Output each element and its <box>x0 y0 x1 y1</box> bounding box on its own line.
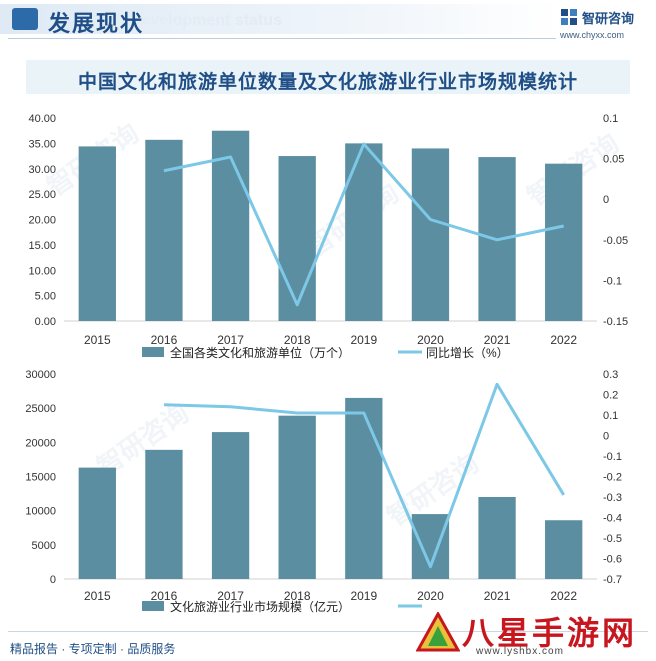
legend-line-label: 同比增长（%） <box>426 346 509 360</box>
bar-2022 <box>545 163 583 321</box>
brand-name: 智研咨询 <box>582 11 635 26</box>
bar-2022 <box>545 520 583 579</box>
y-tick-label-left: 5.00 <box>35 291 56 303</box>
y-tick-label-right: 0 <box>603 431 609 443</box>
y-tick-label-left: 10000 <box>25 506 56 518</box>
y-tick-label-left: 40.00 <box>28 113 56 125</box>
y-tick-label-left: 20000 <box>25 437 56 449</box>
y-tick-label-right: 0 <box>603 194 609 206</box>
site-url: www.lyshbx.com <box>476 646 564 657</box>
y-tick-label-right: -0.5 <box>603 533 622 545</box>
brand-logo-icon <box>561 9 577 25</box>
y-tick-label-left: 5000 <box>32 540 56 552</box>
x-tick-label: 2022 <box>550 333 577 347</box>
y-tick-label-left: 15000 <box>25 472 56 484</box>
y-tick-label-left: 20.00 <box>28 215 56 227</box>
y-tick-label-right: -0.2 <box>603 472 622 484</box>
x-tick-label: 2016 <box>151 589 178 603</box>
y-tick-label-right: -0.1 <box>603 275 622 287</box>
y-tick-label-left: 15.00 <box>28 240 56 252</box>
y-tick-label-left: 25000 <box>25 403 56 415</box>
y-tick-label-right: 0.1 <box>603 113 618 125</box>
bar-2021 <box>478 497 516 579</box>
header-banner: Development status 发展现状 智研咨询 www.chyxx.c… <box>0 0 656 42</box>
bar-2017 <box>211 130 250 321</box>
y-tick-label-right: 0.3 <box>603 369 618 381</box>
legend-bar-label: 全国各类文化和旅游单位（万个） <box>170 345 350 360</box>
site-logo: 八星手游网 www.lyshbx.com <box>414 604 650 660</box>
section-subtitle: Development status <box>130 12 283 29</box>
bar-2017 <box>211 432 250 579</box>
section-title: 发展现状 <box>48 11 145 36</box>
brand-url: www.chyxx.com <box>560 30 625 40</box>
x-tick-label: 2017 <box>217 589 244 603</box>
y-tick-label-right: -0.15 <box>603 316 628 328</box>
y-tick-label-right: -0.4 <box>603 513 622 525</box>
legend-bar-label: 文化旅游业行业市场规模（亿元） <box>170 599 350 614</box>
bar-2016 <box>145 449 183 579</box>
y-tick-label-right: -0.3 <box>603 492 622 504</box>
x-tick-label: 2021 <box>484 333 511 347</box>
y-tick-label-left: 30.00 <box>28 164 56 176</box>
bar-2019 <box>345 397 383 579</box>
x-tick-label: 2020 <box>417 333 444 347</box>
bar-2015 <box>78 467 116 579</box>
bar-2019 <box>345 143 383 321</box>
x-tick-label: 2018 <box>284 589 311 603</box>
bar-2020 <box>411 148 450 321</box>
bar-2018 <box>278 415 316 579</box>
x-tick-label: 2019 <box>350 333 377 347</box>
y-tick-label-right: -0.1 <box>603 451 622 463</box>
y-tick-label-left: 35.00 <box>28 138 56 150</box>
chart-title: 中国文化和旅游单位数量及文化旅游业行业市场规模统计 <box>77 72 578 93</box>
x-tick-label: 2015 <box>84 589 111 603</box>
y-tick-label-left: 10.00 <box>28 265 56 277</box>
site-logo-icon <box>416 612 460 652</box>
x-tick-label: 2015 <box>84 333 111 347</box>
y-tick-label-right: -0.7 <box>603 574 622 586</box>
y-tick-label-right: -0.6 <box>603 554 622 566</box>
x-tick-label: 2017 <box>217 333 244 347</box>
x-tick-label: 2020 <box>417 589 444 603</box>
y-tick-label-right: 0.2 <box>603 390 618 402</box>
legend-bar-swatch <box>142 601 164 611</box>
section-marker-icon <box>12 8 38 30</box>
chart-title-box: 中国文化和旅游单位数量及文化旅游业行业市场规模统计 <box>26 60 630 94</box>
site-name: 八星手游网 <box>462 614 638 652</box>
bar-2018 <box>278 156 316 321</box>
legend-bar-swatch <box>142 347 164 357</box>
x-tick-label: 2022 <box>550 589 577 603</box>
x-tick-label: 2021 <box>484 589 511 603</box>
header-gradient-bar <box>0 4 560 34</box>
x-tick-label: 2016 <box>151 333 178 347</box>
bar-2020 <box>411 514 450 579</box>
x-tick-label: 2019 <box>350 589 377 603</box>
y-tick-label-left: 30000 <box>25 369 56 381</box>
footer-divider <box>8 631 648 632</box>
header-divider <box>8 38 556 39</box>
footer-tagline: 精品报告 · 专项定制 · 品质服务 <box>10 642 176 656</box>
x-tick-label: 2018 <box>284 333 311 347</box>
y-tick-label-left: 0.00 <box>35 316 56 328</box>
y-tick-label-right: 0.05 <box>603 154 624 166</box>
y-tick-label-right: 0.1 <box>603 410 618 422</box>
y-tick-label-left: 25.00 <box>28 189 56 201</box>
bar-2015 <box>78 146 116 321</box>
y-tick-label-right: -0.05 <box>603 235 628 247</box>
footer: 精品报告 · 专项定制 · 品质服务 <box>0 631 656 661</box>
y-tick-label-left: 0 <box>50 574 56 586</box>
